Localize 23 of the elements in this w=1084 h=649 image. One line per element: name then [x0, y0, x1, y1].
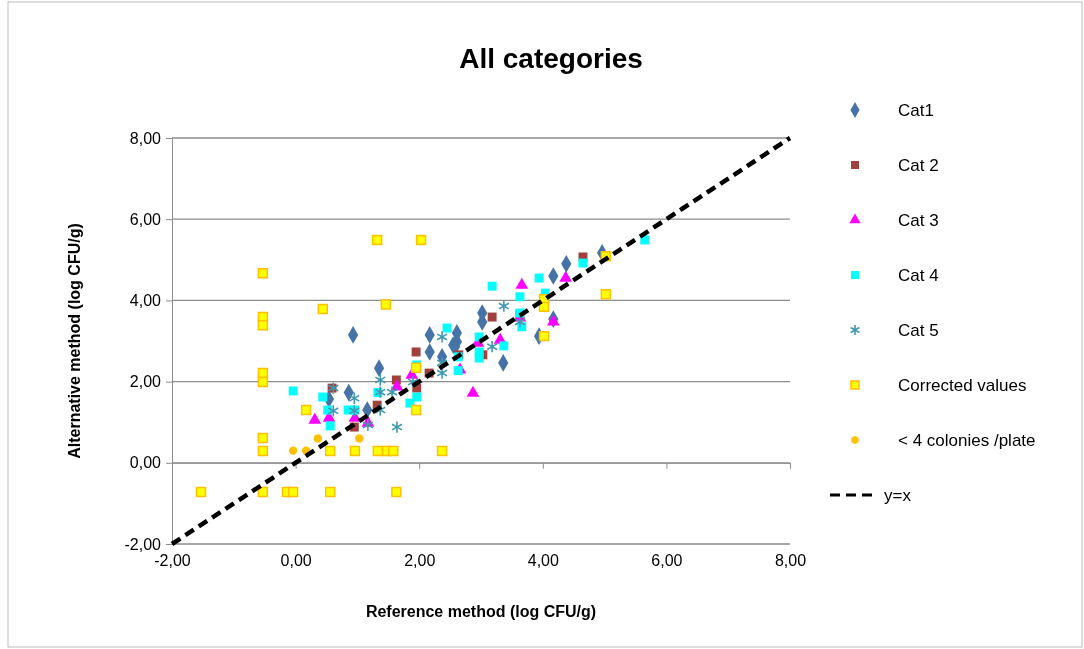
x-axis-title: Reference method (log CFU/g): [365, 603, 597, 620]
x-tick-label: 0,00: [280, 552, 312, 570]
y-axis-title: Alternative method (log CFU/g): [66, 223, 83, 459]
legend-label: y=x: [884, 486, 912, 505]
legend-label: Cat 5: [898, 321, 939, 340]
y-tick-label: 0,00: [129, 454, 162, 472]
y-tick-label: 8,00: [129, 129, 162, 147]
x-tick-label: 2,00: [404, 552, 436, 570]
y-tick-label: -2,00: [124, 535, 162, 553]
y-tick-label: 2,00: [129, 373, 162, 391]
x-tick-label: 6,00: [651, 552, 683, 570]
chart-title: All categories: [459, 43, 643, 74]
legend-label: Cat 3: [898, 211, 939, 230]
x-tick-label: 4,00: [527, 552, 559, 570]
legend-label: < 4 colonies /plate: [898, 431, 1036, 450]
legend-label: Cat 2: [898, 156, 939, 175]
y-tick-label: 4,00: [129, 292, 162, 310]
y-tick-label: 6,00: [129, 210, 162, 228]
x-tick-label: 8,00: [774, 552, 807, 570]
legend-label: Cat 4: [898, 266, 939, 285]
legend-label: Corrected values: [898, 376, 1027, 395]
legend-label: Cat1: [898, 101, 934, 120]
x-tick-label: -2,00: [154, 552, 191, 570]
